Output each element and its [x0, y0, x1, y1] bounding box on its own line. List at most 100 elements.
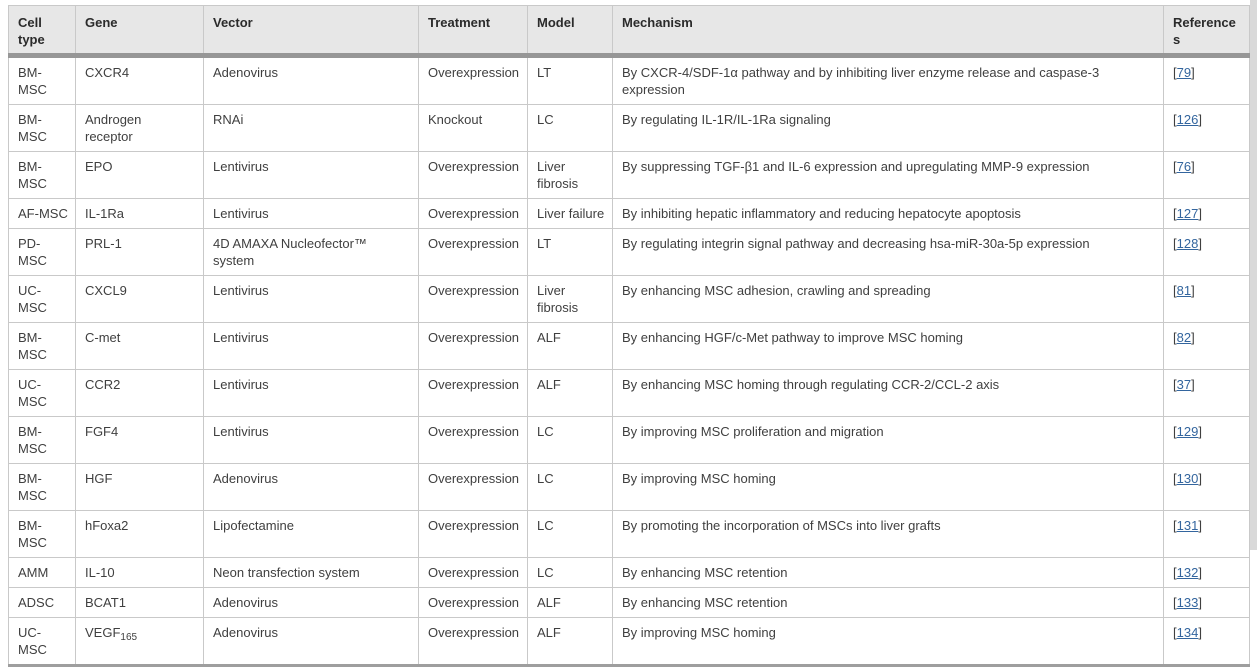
table-row: ADSC BCAT1 Adenovirus Overexpression ALF By e…	[8, 587, 1250, 618]
cell-cell-type: BM-MSC	[8, 416, 76, 464]
cell-cell-type: BM-MSC	[8, 463, 76, 511]
table-container: Cell type Gene Vector Treatment Model Me…	[8, 5, 1250, 667]
cell-vector: Adenovirus	[203, 55, 419, 105]
cell-model: LC	[527, 416, 613, 464]
cell-vector: Lentivirus	[203, 369, 419, 417]
cell-gene: hFoxa2	[75, 510, 204, 558]
cell-cell-type: BM-MSC	[8, 151, 76, 199]
cell-gene: Androgen receptor	[75, 104, 204, 152]
cell-model: ALF	[527, 322, 613, 370]
cell-ref: [129]	[1163, 416, 1250, 464]
reference-link[interactable]: 133	[1176, 595, 1199, 610]
cell-vector: Adenovirus	[203, 587, 419, 618]
cell-vector: Lentivirus	[203, 416, 419, 464]
cell-mechanism: By enhancing MSC retention	[612, 557, 1164, 588]
cell-gene: PRL-1	[75, 228, 204, 276]
cell-ref: [37]	[1163, 369, 1250, 417]
cell-ref: [81]	[1163, 275, 1250, 323]
table-row: AMM IL-10 Neon transfection system Overexpr…	[8, 557, 1250, 588]
cell-treatment: Overexpression	[418, 510, 528, 558]
cell-gene: CXCL9	[75, 275, 204, 323]
cell-mechanism: By improving MSC homing	[612, 617, 1164, 667]
column-header-mechanism: Mechanism	[612, 5, 1164, 58]
reference-link[interactable]: 132	[1176, 565, 1199, 580]
cell-mechanism: By suppressing TGF-β1 and IL-6 expressio…	[612, 151, 1164, 199]
reference-link[interactable]: 81	[1176, 283, 1192, 298]
cell-gene: BCAT1	[75, 587, 204, 618]
cell-cell-type: ADSC	[8, 587, 76, 618]
cell-gene: IL-1Ra	[75, 198, 204, 229]
cell-vector: Adenovirus	[203, 463, 419, 511]
reference-link[interactable]: 79	[1176, 65, 1192, 80]
cell-mechanism: By enhancing MSC adhesion, crawling and …	[612, 275, 1164, 323]
cell-cell-type: PD-MSC	[8, 228, 76, 276]
cell-vector: Lipofectamine	[203, 510, 419, 558]
reference-link[interactable]: 130	[1176, 471, 1199, 486]
table-row: BM-MSC HGF Adenovirus Overexpression LC By im…	[8, 463, 1250, 511]
cell-ref: [76]	[1163, 151, 1250, 199]
cell-mechanism: By improving MSC homing	[612, 463, 1164, 511]
cell-vector: 4D AMAXA Nucleofector™ system	[203, 228, 419, 276]
scrollbar-track[interactable]	[1250, 0, 1257, 550]
cell-model: ALF	[527, 369, 613, 417]
cell-vector: Adenovirus	[203, 617, 419, 667]
cell-treatment: Overexpression	[418, 416, 528, 464]
cell-model: LT	[527, 55, 613, 105]
cell-ref: [82]	[1163, 322, 1250, 370]
table-row: PD-MSC PRL-1 4D AMAXA Nucleofector™ system…	[8, 228, 1250, 276]
cell-model: Liver failure	[527, 198, 613, 229]
table-row: BM-MSC hFoxa2 Lipofectamine Overexpression L…	[8, 510, 1250, 558]
column-header-gene: Gene	[75, 5, 204, 58]
cell-mechanism: By enhancing MSC homing through regulati…	[612, 369, 1164, 417]
reference-link[interactable]: 76	[1176, 159, 1192, 174]
cell-mechanism: By improving MSC proliferation and migra…	[612, 416, 1164, 464]
cell-cell-type: BM-MSC	[8, 510, 76, 558]
cell-vector: Lentivirus	[203, 198, 419, 229]
cell-ref: [128]	[1163, 228, 1250, 276]
reference-link[interactable]: 37	[1176, 377, 1192, 392]
cell-model: LT	[527, 228, 613, 276]
table-row: UC-MSC CCR2 Lentivirus Overexpression ALF By …	[8, 369, 1250, 417]
cell-gene: VEGF165	[75, 617, 204, 667]
cell-treatment: Overexpression	[418, 587, 528, 618]
cell-model: ALF	[527, 617, 613, 667]
cell-model: Liver fibrosis	[527, 151, 613, 199]
cell-mechanism: By regulating integrin signal pathway an…	[612, 228, 1164, 276]
cell-treatment: Overexpression	[418, 151, 528, 199]
cell-treatment: Overexpression	[418, 322, 528, 370]
table-row: BM-MSC FGF4 Lentivirus Overexpression LC By i…	[8, 416, 1250, 464]
cell-cell-type: UC-MSC	[8, 275, 76, 323]
cell-mechanism: By regulating IL-1R/IL-1Ra signaling	[612, 104, 1164, 152]
column-header-cell-type: Cell type	[8, 5, 76, 58]
cell-ref: [130]	[1163, 463, 1250, 511]
cell-vector: Lentivirus	[203, 151, 419, 199]
column-header-treatment: Treatment	[418, 5, 528, 58]
cell-model: ALF	[527, 587, 613, 618]
gene-modified-msc-table: Cell type Gene Vector Treatment Model Me…	[8, 5, 1250, 667]
table-row: BM-MSC CXCR4 Adenovirus Overexpression LT By …	[8, 55, 1250, 105]
cell-gene: CCR2	[75, 369, 204, 417]
cell-vector: Lentivirus	[203, 322, 419, 370]
reference-link[interactable]: 82	[1176, 330, 1192, 345]
reference-link[interactable]: 126	[1176, 112, 1199, 127]
reference-link[interactable]: 128	[1176, 236, 1199, 251]
cell-mechanism: By enhancing MSC retention	[612, 587, 1164, 618]
reference-link[interactable]: 127	[1176, 206, 1199, 221]
cell-ref: [127]	[1163, 198, 1250, 229]
reference-link[interactable]: 134	[1176, 625, 1199, 640]
cell-mechanism: By inhibiting hepatic inflammatory and r…	[612, 198, 1164, 229]
cell-model: LC	[527, 104, 613, 152]
reference-link[interactable]: 131	[1176, 518, 1199, 533]
cell-cell-type: UC-MSC	[8, 617, 76, 667]
cell-gene: HGF	[75, 463, 204, 511]
table-row: UC-MSC VEGF165 Adenovirus Overexpression ALF…	[8, 617, 1250, 667]
cell-cell-type: AF-MSC	[8, 198, 76, 229]
cell-model: LC	[527, 510, 613, 558]
cell-cell-type: BM-MSC	[8, 322, 76, 370]
cell-treatment: Overexpression	[418, 463, 528, 511]
cell-vector: RNAi	[203, 104, 419, 152]
cell-ref: [131]	[1163, 510, 1250, 558]
reference-link[interactable]: 129	[1176, 424, 1199, 439]
cell-ref: [132]	[1163, 557, 1250, 588]
cell-cell-type: AMM	[8, 557, 76, 588]
